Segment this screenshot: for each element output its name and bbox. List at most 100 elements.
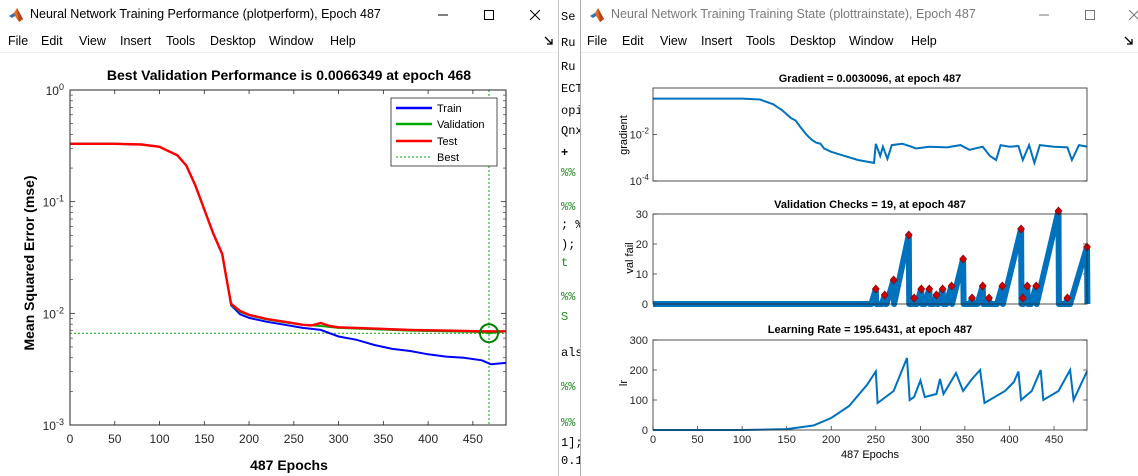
x-tick-label: 350 [956, 434, 974, 446]
valfail-peak-marker [1063, 293, 1072, 303]
x-tick-label: 350 [373, 432, 393, 446]
menu-bar: File Edit View Insert Tools Desktop Wind… [581, 30, 1138, 52]
minimize-button[interactable] [1021, 0, 1067, 30]
minimize-button[interactable] [420, 0, 466, 30]
axes-frame [69, 89, 507, 426]
editor-text: 0.1 [561, 454, 583, 468]
valfail-peak-marker [998, 281, 1007, 291]
editor-text: 1]; [561, 436, 583, 450]
close-icon [1129, 10, 1138, 20]
learning-rate-line [653, 357, 1088, 431]
x-tick-label: 0 [67, 432, 74, 446]
editor-text: Qnx [561, 124, 583, 138]
valfail-peak-marker [1032, 281, 1041, 291]
menu-file[interactable]: File [8, 34, 29, 48]
y-axis-label: Mean Squared Error (mse) [21, 175, 37, 350]
menu-file[interactable]: File [587, 34, 608, 48]
dock-arrow-icon[interactable] [544, 36, 554, 46]
y-tick-label: 0 [642, 425, 648, 437]
y-tick-label: 100 [630, 395, 648, 407]
menu-help[interactable]: Help [911, 34, 937, 48]
valfail-peak-marker [1017, 224, 1025, 234]
y-tick-label: 0 [642, 299, 648, 311]
menu-bar: File Edit View Insert Tools Desktop Wind… [0, 30, 558, 52]
close-button[interactable] [1111, 0, 1138, 30]
title-bar[interactable]: Neural Network Training Performance (plo… [0, 0, 558, 30]
menu-window[interactable]: Window [269, 34, 314, 48]
y-tick-label: 20 [636, 239, 648, 251]
window-title: Neural Network Training Performance (plo… [30, 7, 381, 21]
valfail-peak-marker [1018, 293, 1027, 303]
maximize-button[interactable] [466, 0, 512, 30]
legend-validation: Validation [437, 119, 485, 131]
editor-text: S [561, 310, 569, 324]
menu-edit[interactable]: Edit [41, 34, 63, 48]
gradient-y-label: gradient [618, 115, 630, 155]
y-tick-label: 10 [636, 269, 648, 281]
valfail-peak-marker [871, 284, 880, 294]
valfail-peak-marker [947, 281, 956, 291]
valfail-peak-marker [1054, 206, 1063, 216]
valfail-peak-marker [985, 293, 993, 303]
valfail-line [653, 208, 1091, 307]
valfail-peak-marker [917, 284, 926, 294]
editor-text: %% [561, 380, 576, 394]
x-tick-label: 100 [733, 434, 751, 446]
y-tick-label: 10-2 [630, 127, 650, 142]
performance-window: Neural Network Training Performance (plo… [0, 0, 558, 476]
title-bar[interactable]: Neural Network Training Training State (… [581, 0, 1138, 30]
editor-text: Ru [561, 60, 576, 74]
editor-text: + [561, 146, 569, 160]
lr-y-label: lr [618, 380, 630, 386]
y-tick-label: 10-3 [43, 417, 64, 433]
menu-insert[interactable]: Insert [701, 34, 733, 48]
window-title: Neural Network Training Training State (… [611, 7, 976, 21]
trainstate-window: Neural Network Training Training State (… [580, 0, 1138, 476]
menu-view[interactable]: View [79, 34, 106, 48]
menu-edit[interactable]: Edit [622, 34, 644, 48]
x-axis-label: 487 Epochs [250, 457, 328, 473]
valfail-peak-marker [1023, 281, 1032, 291]
menu-tools[interactable]: Tools [746, 34, 776, 48]
x-tick-label: 50 [691, 434, 703, 446]
legend-train: Train [437, 103, 462, 115]
menu-insert[interactable]: Insert [120, 34, 152, 48]
valfail-peak-marker [910, 293, 919, 303]
x-tick-label: 450 [1045, 434, 1063, 446]
menu-tools[interactable]: Tools [166, 34, 196, 48]
valfail-peak-marker [889, 275, 898, 285]
close-button[interactable] [512, 0, 558, 30]
menu-desktop[interactable]: Desktop [210, 34, 256, 48]
legend-test: Test [437, 136, 457, 148]
valcheck-axes-frame [652, 213, 1088, 305]
menu-window[interactable]: Window [849, 34, 894, 48]
minimize-icon [1039, 14, 1049, 16]
valfail-peak-marker [904, 230, 913, 240]
editor-text: %% [561, 166, 576, 180]
x-tick-label: 50 [108, 432, 122, 446]
menu-desktop[interactable]: Desktop [790, 34, 836, 48]
maximize-icon [484, 10, 494, 20]
maximize-button[interactable] [1067, 0, 1113, 30]
dock-arrow-icon[interactable] [1124, 36, 1134, 46]
editor-text: Ru [561, 36, 576, 50]
menu-help[interactable]: Help [330, 34, 356, 48]
valfail-peak-marker [938, 284, 947, 294]
performance-figure: Best Validation Performance is 0.0066349… [0, 53, 558, 476]
lr-axes-frame [652, 339, 1088, 431]
gradient-axes-frame [652, 87, 1088, 182]
matlab-logo-icon [590, 8, 604, 22]
trainstate-figure: Gradient = 0.0030096, at epoch 487 10-4 1… [581, 53, 1138, 476]
editor-text: %% [561, 200, 576, 214]
editor-text: ; % [561, 218, 583, 232]
x-tick-label: 150 [194, 432, 214, 446]
valfail-y-label: val fail [624, 242, 636, 273]
editor-text: t [561, 256, 569, 270]
editor-text: ECT [561, 82, 583, 96]
y-tick-label: 10-4 [630, 173, 650, 188]
performance-plot: Best Validation Performance is 0.0066349… [21, 67, 507, 473]
editor-text: als [561, 346, 583, 360]
y-tick-label: 10-1 [43, 194, 64, 210]
menu-view[interactable]: View [660, 34, 687, 48]
x-tick-label: 400 [418, 432, 438, 446]
